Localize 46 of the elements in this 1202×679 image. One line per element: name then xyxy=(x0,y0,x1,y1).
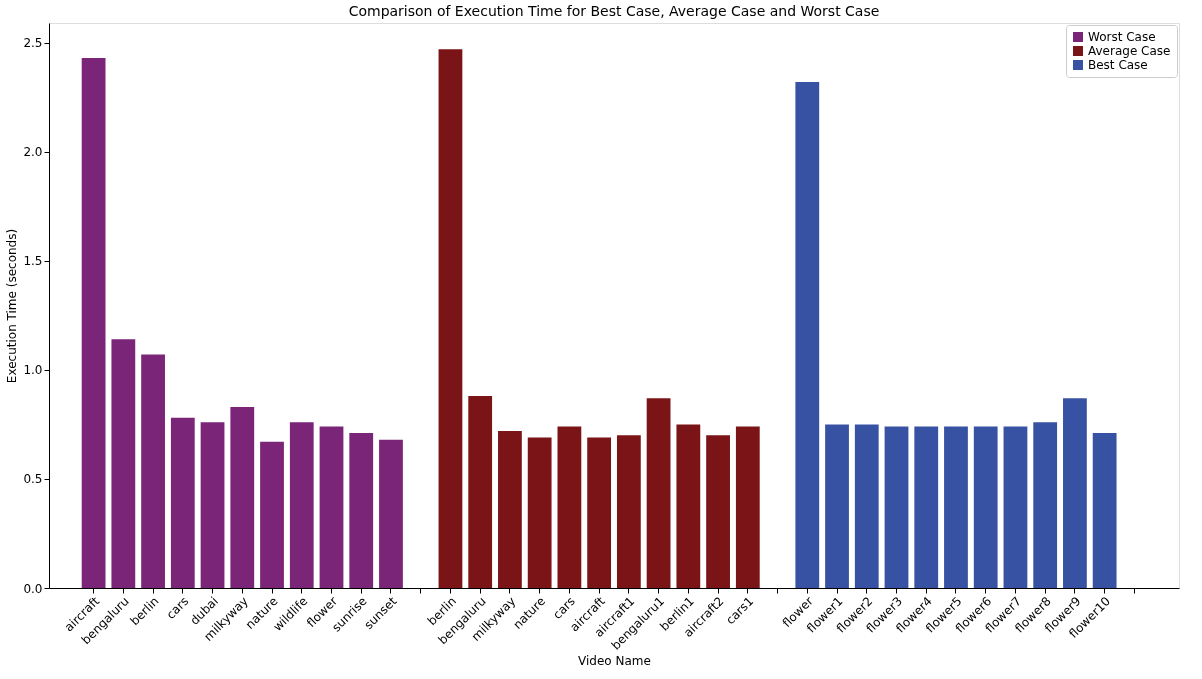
bar xyxy=(557,426,582,588)
y-tick-label: 0.5 xyxy=(23,472,43,487)
y-tick-label: 0.0 xyxy=(23,581,43,596)
bar xyxy=(349,433,374,588)
bar xyxy=(289,422,314,588)
bar xyxy=(587,437,612,588)
legend-label: Worst Case xyxy=(1088,30,1156,44)
legend-label: Average Case xyxy=(1088,44,1171,58)
bar xyxy=(498,430,522,588)
bar xyxy=(1092,433,1117,588)
y-tick-label: 1.5 xyxy=(23,254,43,269)
bar xyxy=(1003,426,1028,588)
bar xyxy=(170,417,195,588)
bar xyxy=(1033,422,1058,588)
bar xyxy=(616,435,641,588)
bar xyxy=(379,439,403,588)
bar xyxy=(914,426,939,588)
legend-label: Best Case xyxy=(1088,58,1148,72)
bar xyxy=(646,398,671,588)
bar xyxy=(944,426,968,588)
bar xyxy=(854,424,879,588)
bar xyxy=(735,426,760,588)
bar xyxy=(81,57,106,588)
bar xyxy=(676,424,701,588)
chart-title: Comparison of Execution Time for Best Case, Average Case and Worst Case xyxy=(348,3,880,19)
y-tick-label: 1.0 xyxy=(23,363,43,378)
bar xyxy=(527,437,552,588)
y-axis-title: Execution Time (seconds) xyxy=(5,228,20,384)
bar xyxy=(438,49,463,588)
bar xyxy=(468,396,493,588)
bar xyxy=(260,441,284,588)
bar xyxy=(884,426,909,588)
y-tick-label: 2.0 xyxy=(23,145,43,160)
bar xyxy=(795,81,820,588)
bar xyxy=(319,426,344,588)
y-tick-label: 2.5 xyxy=(23,36,43,51)
x-tick-label: cars xyxy=(163,594,192,622)
bar xyxy=(200,422,225,588)
bar xyxy=(706,435,730,588)
bar xyxy=(825,424,849,588)
bar xyxy=(141,354,165,588)
bar xyxy=(973,426,998,588)
x-axis-title: Video Name xyxy=(578,653,651,668)
bar xyxy=(1063,398,1087,588)
bar xyxy=(230,406,255,588)
bar xyxy=(111,339,136,588)
